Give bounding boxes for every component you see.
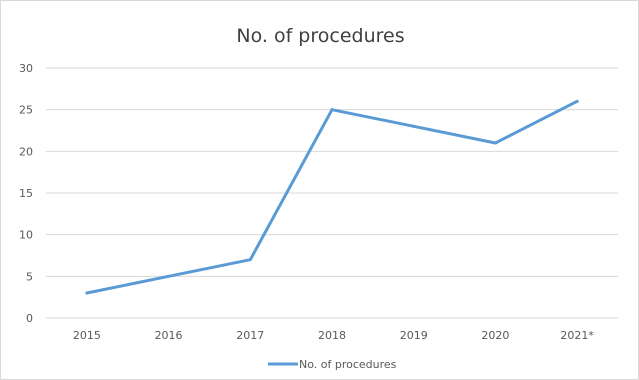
x-tick-label: 2020 bbox=[481, 329, 509, 342]
y-tick-label: 30 bbox=[19, 62, 33, 75]
x-tick-label: 2021* bbox=[560, 329, 594, 342]
series-line bbox=[85, 99, 579, 295]
legend-label: No. of procedures bbox=[299, 358, 397, 371]
x-tick-label: 2018 bbox=[318, 329, 346, 342]
data-point bbox=[575, 99, 579, 103]
data-point bbox=[248, 258, 252, 262]
y-tick-label: 0 bbox=[26, 312, 33, 325]
chart-title: No. of procedures bbox=[236, 25, 405, 47]
y-tick-label: 25 bbox=[19, 104, 33, 117]
x-axis-ticks: 2015 2016 2017 2018 2019 2020 2021* bbox=[73, 329, 595, 342]
y-tick-label: 10 bbox=[19, 229, 33, 242]
data-point bbox=[167, 274, 171, 278]
gridlines bbox=[46, 67, 618, 319]
y-tick-label: 20 bbox=[19, 145, 33, 158]
y-tick-label: 15 bbox=[19, 187, 33, 200]
x-tick-label: 2019 bbox=[400, 329, 428, 342]
data-point bbox=[493, 141, 497, 145]
x-tick-label: 2015 bbox=[73, 329, 101, 342]
x-tick-label: 2016 bbox=[155, 329, 183, 342]
legend: No. of procedures bbox=[268, 358, 397, 371]
data-point bbox=[85, 291, 89, 295]
series-lines bbox=[85, 99, 579, 295]
x-tick-label: 2017 bbox=[236, 329, 264, 342]
data-point bbox=[412, 124, 416, 128]
y-tick-label: 5 bbox=[26, 270, 33, 283]
y-axis-ticks: 0 5 10 15 20 25 30 bbox=[19, 62, 33, 325]
data-point bbox=[330, 108, 334, 112]
